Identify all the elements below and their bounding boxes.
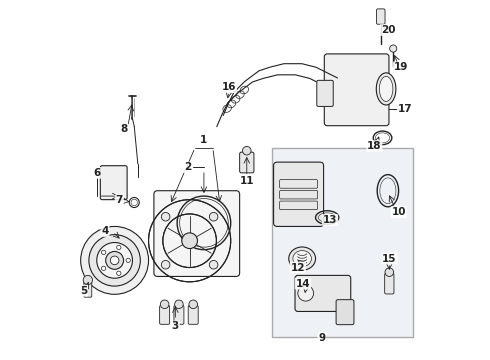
FancyBboxPatch shape [376, 9, 385, 24]
Circle shape [117, 271, 121, 275]
Text: 15: 15 [382, 253, 396, 264]
FancyBboxPatch shape [160, 305, 170, 324]
Text: 16: 16 [221, 82, 236, 92]
Circle shape [161, 212, 170, 221]
Text: 10: 10 [392, 207, 406, 217]
Circle shape [89, 235, 140, 286]
FancyBboxPatch shape [100, 166, 127, 200]
Text: 5: 5 [80, 286, 87, 296]
Text: 13: 13 [323, 215, 337, 225]
Text: 18: 18 [367, 141, 382, 151]
FancyBboxPatch shape [317, 80, 333, 107]
Circle shape [126, 258, 130, 262]
Text: 20: 20 [381, 25, 395, 35]
Text: 12: 12 [291, 262, 305, 273]
Circle shape [385, 268, 393, 276]
Text: 8: 8 [120, 124, 127, 134]
Text: 4: 4 [101, 226, 109, 236]
Text: 2: 2 [184, 162, 192, 172]
Text: 9: 9 [318, 333, 325, 343]
Ellipse shape [289, 247, 316, 270]
Circle shape [174, 300, 183, 309]
Circle shape [101, 250, 106, 255]
FancyBboxPatch shape [84, 281, 92, 297]
Circle shape [110, 256, 119, 265]
FancyBboxPatch shape [385, 273, 394, 294]
Text: 17: 17 [398, 104, 413, 113]
Circle shape [83, 275, 93, 285]
Text: 1: 1 [200, 135, 208, 145]
Circle shape [298, 285, 314, 301]
FancyBboxPatch shape [336, 300, 354, 325]
Ellipse shape [376, 73, 396, 105]
Circle shape [101, 266, 106, 270]
Text: 7: 7 [116, 195, 123, 205]
Ellipse shape [293, 251, 312, 267]
Circle shape [209, 212, 218, 221]
FancyBboxPatch shape [240, 152, 254, 173]
Text: 19: 19 [393, 63, 408, 72]
FancyBboxPatch shape [295, 275, 351, 311]
Text: 14: 14 [295, 279, 310, 289]
FancyBboxPatch shape [273, 162, 323, 226]
FancyBboxPatch shape [188, 305, 198, 324]
FancyBboxPatch shape [174, 305, 184, 324]
Text: 3: 3 [172, 321, 179, 332]
FancyBboxPatch shape [324, 54, 389, 126]
Circle shape [106, 251, 123, 269]
Circle shape [243, 147, 251, 155]
FancyBboxPatch shape [272, 148, 413, 337]
Circle shape [182, 233, 197, 249]
Circle shape [189, 300, 197, 309]
Circle shape [161, 260, 170, 269]
Circle shape [390, 45, 397, 52]
Circle shape [117, 245, 121, 249]
Circle shape [81, 226, 148, 294]
Circle shape [209, 260, 218, 269]
FancyBboxPatch shape [154, 191, 240, 276]
Circle shape [97, 243, 132, 278]
Text: 6: 6 [93, 168, 100, 178]
Circle shape [160, 300, 169, 309]
Ellipse shape [379, 76, 393, 102]
Text: 11: 11 [240, 176, 254, 186]
